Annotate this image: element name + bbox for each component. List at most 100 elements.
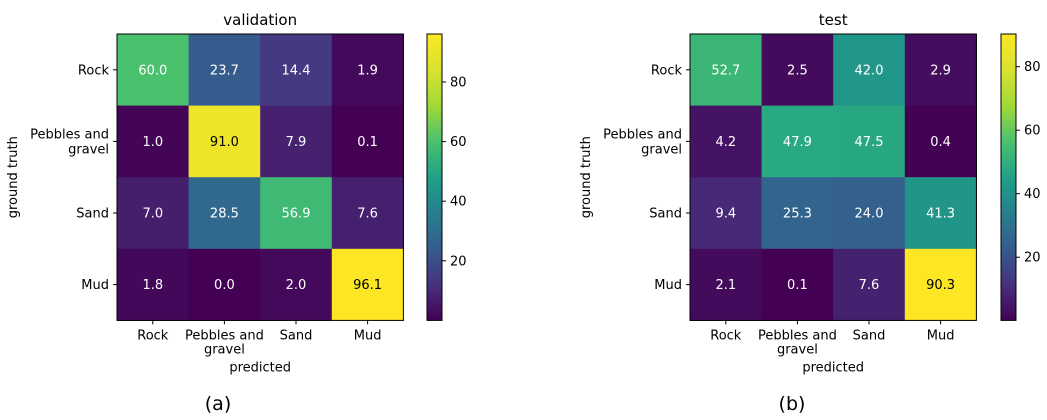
cell-value-label: 2.5 bbox=[787, 63, 808, 78]
y-tick-label: Sand bbox=[649, 207, 682, 222]
heatmap-cell bbox=[690, 34, 763, 107]
cell-value-label: 47.5 bbox=[855, 135, 884, 150]
heatmap-cell bbox=[331, 177, 404, 250]
heatmap-cell bbox=[904, 177, 977, 250]
heatmap-cell bbox=[260, 177, 333, 250]
cell-value-label: 2.1 bbox=[715, 278, 736, 293]
cell-value-label: 28.5 bbox=[210, 207, 239, 222]
y-axis-label: ground truth bbox=[6, 136, 21, 218]
heatmap-cell bbox=[761, 34, 834, 107]
heatmap-cell bbox=[690, 248, 763, 321]
cell-value-label: 7.6 bbox=[357, 207, 378, 222]
cell-value-label: 2.9 bbox=[930, 63, 951, 78]
cell-value-label: 7.0 bbox=[142, 207, 163, 222]
cell-value-label: 24.0 bbox=[855, 207, 884, 222]
heatmap-cell bbox=[904, 105, 977, 178]
cell-value-label: 0.4 bbox=[930, 135, 951, 150]
heatmap-cell bbox=[188, 248, 261, 321]
heatmap-cell bbox=[260, 34, 333, 107]
heatmap-cell bbox=[331, 105, 404, 178]
cell-value-label: 47.9 bbox=[783, 135, 812, 150]
cell-value-label: 4.2 bbox=[715, 135, 736, 150]
colorbar-tick-label: 60 bbox=[450, 135, 467, 150]
heatmap-cell bbox=[761, 105, 834, 178]
heatmap-cell bbox=[260, 248, 333, 321]
cell-value-label: 1.8 bbox=[142, 278, 163, 293]
colorbar-tick-label: 20 bbox=[450, 254, 467, 269]
chart-title: test bbox=[819, 11, 848, 29]
y-tick-label: Rock bbox=[651, 63, 683, 78]
heatmap-cell bbox=[117, 177, 190, 250]
heatmap-cell bbox=[188, 177, 261, 250]
colorbar-tick-label: 20 bbox=[1024, 251, 1041, 266]
colorbar bbox=[1000, 33, 1017, 321]
x-tick-label: Mud bbox=[354, 328, 382, 343]
x-tick-label: Rock bbox=[137, 328, 169, 343]
heatmap-cell bbox=[188, 105, 261, 178]
heatmap-cell bbox=[690, 177, 763, 250]
cell-value-label: 25.3 bbox=[783, 207, 812, 222]
y-tick-label: Pebbles and gravel bbox=[603, 127, 682, 157]
heatmap-cell bbox=[761, 177, 834, 250]
heatmap-cell bbox=[833, 34, 906, 107]
cell-value-label: 23.7 bbox=[210, 63, 239, 78]
cell-value-label: 60.0 bbox=[138, 63, 167, 78]
panel-caption: (b) bbox=[779, 393, 806, 415]
y-tick-label: Rock bbox=[78, 63, 110, 78]
x-tick-label: Sand bbox=[280, 328, 313, 343]
x-tick-label: Pebbles and gravel bbox=[758, 328, 837, 357]
y-tick-label: Pebbles and gravel bbox=[30, 127, 109, 157]
heatmap-cell bbox=[690, 105, 763, 178]
panel-caption: (a) bbox=[205, 393, 231, 415]
heatmap-cell bbox=[904, 248, 977, 321]
heatmap-cell bbox=[904, 34, 977, 107]
cell-value-label: 1.0 bbox=[142, 135, 163, 150]
heatmap-cell bbox=[331, 248, 404, 321]
x-axis-label: predicted bbox=[229, 360, 291, 375]
cell-value-label: 2.0 bbox=[286, 278, 307, 293]
heatmap-cell bbox=[833, 105, 906, 178]
y-tick-label: Sand bbox=[76, 207, 109, 222]
colorbar bbox=[426, 33, 443, 321]
cell-value-label: 90.3 bbox=[926, 278, 955, 293]
x-tick-label: Pebbles and gravel bbox=[185, 328, 264, 357]
cell-value-label: 41.3 bbox=[926, 207, 955, 222]
cell-value-label: 9.4 bbox=[715, 207, 736, 222]
cell-value-label: 96.1 bbox=[353, 278, 382, 293]
cell-value-label: 7.9 bbox=[286, 135, 307, 150]
colorbar-tick-label: 40 bbox=[450, 195, 467, 210]
heatmap-cell bbox=[188, 34, 261, 107]
heatmap-cell bbox=[833, 248, 906, 321]
y-tick-label: Mud bbox=[81, 278, 109, 293]
heatmap-panel-test: test 52.7 2.5 42.0 2.9 4.2 47.9 47.5 0.4 9.4 25.3 2… bbox=[579, 11, 1041, 415]
heatmap-cell bbox=[833, 177, 906, 250]
plot-frame bbox=[116, 33, 404, 321]
cell-value-label: 52.7 bbox=[711, 63, 740, 78]
cell-value-label: 91.0 bbox=[210, 135, 239, 150]
cell-value-label: 42.0 bbox=[855, 63, 884, 78]
x-tick-label: Rock bbox=[710, 328, 742, 343]
heatmap-panel-validation: validation 60.0 23.7 14.4 1.9 1.0 91.0 7.9 0.1 7.… bbox=[6, 11, 467, 415]
heatmap-cell bbox=[761, 248, 834, 321]
cell-value-label: 0.0 bbox=[214, 278, 235, 293]
heatmap-cell bbox=[331, 34, 404, 107]
heatmap-cell bbox=[117, 105, 190, 178]
cell-value-label: 1.9 bbox=[357, 63, 378, 78]
plot-frame bbox=[689, 33, 977, 321]
cell-value-label: 0.1 bbox=[787, 278, 808, 293]
colorbar-tick-label: 40 bbox=[1024, 187, 1041, 202]
colorbar-tick-label: 60 bbox=[1024, 124, 1041, 139]
cell-value-label: 0.1 bbox=[357, 135, 378, 150]
heatmap-cell bbox=[117, 248, 190, 321]
heatmap-cell bbox=[260, 105, 333, 178]
cell-value-label: 56.9 bbox=[282, 207, 311, 222]
x-tick-label: Mud bbox=[927, 328, 955, 343]
y-tick-label: Mud bbox=[654, 278, 682, 293]
chart-title: validation bbox=[223, 11, 297, 29]
y-axis-label: ground truth bbox=[579, 136, 594, 218]
colorbar-tick-label: 80 bbox=[450, 75, 467, 90]
cell-value-label: 14.4 bbox=[282, 63, 311, 78]
heatmap-cell bbox=[117, 34, 190, 107]
cell-value-label: 7.6 bbox=[859, 278, 880, 293]
